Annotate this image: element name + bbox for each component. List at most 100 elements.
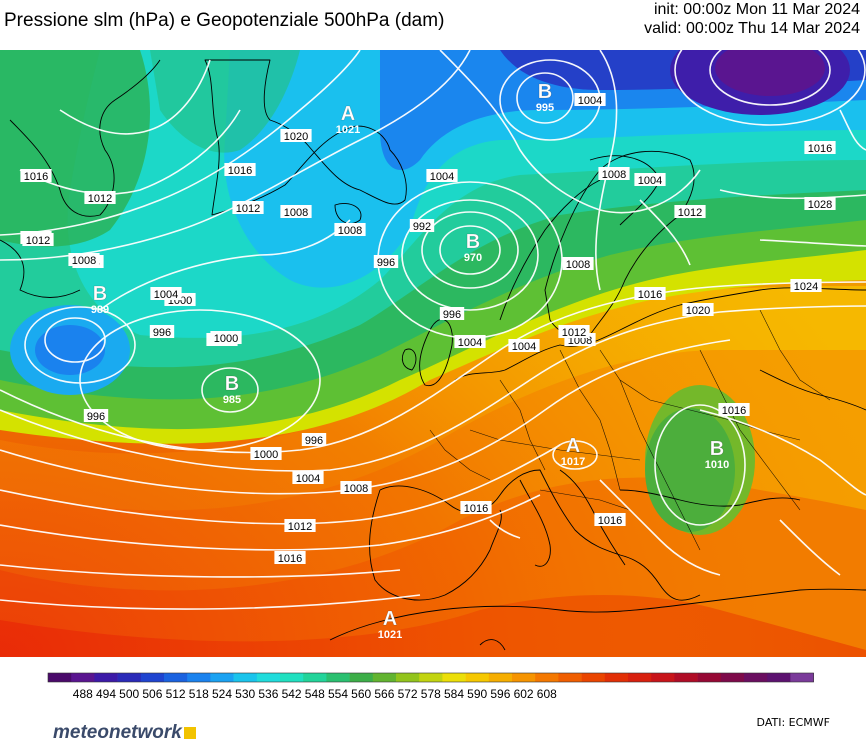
isobar-label: 1000	[250, 447, 282, 461]
weather-map: 1016 1016 1020 1012 1008 1004 1004 1000 1012 1012…	[0, 50, 866, 657]
colorbar-cell	[303, 673, 327, 682]
svg-text:1024: 1024	[794, 281, 818, 293]
svg-text:1000: 1000	[214, 333, 238, 345]
colorbar-tick-label: 518	[189, 687, 209, 701]
colorbar-tick-label: 530	[235, 687, 255, 701]
colorbar-cell	[790, 673, 814, 682]
colorbar-cell	[581, 673, 606, 682]
svg-text:1004: 1004	[512, 341, 536, 353]
colorbar-tick-label: 500	[119, 687, 139, 701]
coastlines	[0, 59, 866, 651]
colorbar: 488 494 500 506 512 518 524 530 536 542 548 554 560 5…	[47, 672, 814, 701]
isobar-label: 1008	[340, 481, 372, 495]
svg-text:1004: 1004	[638, 175, 662, 187]
isobar-label: 1004	[150, 287, 182, 301]
run-info: init: 00:00z Mon 11 Mar 2024 valid: 00:0…	[644, 0, 860, 38]
isobar-label: 996	[301, 433, 327, 447]
isobar-label: 1028	[804, 197, 836, 211]
colorbar-tick-label: 554	[328, 687, 348, 701]
svg-text:1016: 1016	[24, 171, 48, 183]
isobar-label: 1008	[280, 205, 312, 219]
colorbar-cell	[674, 673, 698, 682]
colorbar-cell	[720, 673, 745, 682]
colorbar-tick-label: 488	[73, 687, 93, 701]
isobar-label: 996	[149, 325, 175, 339]
colorbar-tick-label: 512	[166, 687, 186, 701]
colorbar-cell	[210, 673, 234, 682]
isobar-label: 1000	[210, 331, 242, 345]
isobar-label: 1016	[224, 163, 256, 177]
data-credit: DATI: ECMWF	[756, 716, 830, 729]
isobar-label: 1004	[574, 93, 606, 107]
isobar-label: 1008	[562, 257, 594, 271]
isobars	[0, 50, 866, 610]
brand-logo: meteonetwork	[53, 722, 196, 744]
valid-time: valid: 00:00z Thu 14 Mar 2024	[644, 20, 860, 37]
svg-text:1016: 1016	[638, 289, 662, 301]
svg-text:1008: 1008	[344, 483, 368, 495]
colorbar-cell	[604, 673, 629, 682]
colorbar-cell	[256, 673, 281, 682]
colorbar-cell	[187, 673, 211, 682]
colorbar-cell	[140, 673, 165, 682]
colorbar-tick-label: 596	[490, 687, 510, 701]
brand-square-icon	[183, 727, 196, 739]
isobar-label: 996	[439, 307, 465, 321]
isobar-label: 992	[409, 219, 435, 233]
svg-text:1008: 1008	[72, 255, 96, 267]
isobar-label: 1004	[454, 335, 486, 349]
isobar-label: 1004	[426, 169, 458, 183]
isobar-label: 1008	[68, 253, 100, 267]
colorbar-cell	[117, 673, 142, 682]
svg-text:1021: 1021	[336, 124, 360, 136]
svg-text:996: 996	[153, 327, 171, 339]
isobar-label: 1008	[598, 167, 630, 181]
svg-text:1016: 1016	[808, 143, 832, 155]
colorbar-cell	[628, 673, 652, 682]
colorbar-cell	[535, 673, 559, 682]
colorbar-cell	[651, 673, 675, 682]
colorbar-tick-label: 566	[374, 687, 394, 701]
colorbar-cells	[47, 672, 814, 683]
colorbar-cell	[372, 673, 397, 682]
isobar-label: 1016	[274, 551, 306, 565]
svg-text:1000: 1000	[254, 449, 278, 461]
svg-text:985: 985	[223, 394, 241, 406]
isobar-label: 1004	[508, 339, 540, 353]
isobar-label: 996	[83, 409, 109, 423]
isobar-label: 1020	[682, 303, 714, 317]
svg-text:A: A	[383, 608, 397, 630]
colorbar-cell	[396, 673, 420, 682]
svg-text:995: 995	[536, 102, 554, 114]
svg-text:1008: 1008	[566, 259, 590, 271]
svg-text:1008: 1008	[284, 207, 308, 219]
colorbar-cell	[164, 673, 188, 682]
svg-text:1004: 1004	[430, 171, 454, 183]
svg-text:1004: 1004	[154, 289, 178, 301]
colorbar-tick-label: 602	[514, 687, 534, 701]
isobar-label: 1008	[334, 223, 366, 237]
colorbar-cell	[442, 673, 466, 682]
colorbar-outline	[47, 672, 814, 683]
colorbar-tick-label: 572	[398, 687, 418, 701]
svg-text:1020: 1020	[686, 305, 710, 317]
colorbar-tick-label: 536	[258, 687, 278, 701]
colorbar-cell	[280, 673, 304, 682]
svg-text:996: 996	[87, 411, 105, 423]
svg-text:B: B	[710, 438, 724, 460]
isobar-label: 1016	[20, 169, 52, 183]
colorbar-cell	[744, 673, 768, 682]
svg-text:1012: 1012	[26, 235, 50, 247]
isobar-label: 996	[373, 255, 399, 269]
colorbar-cell	[488, 673, 513, 682]
colorbar-cell	[767, 673, 791, 682]
svg-text:B: B	[93, 283, 107, 305]
colorbar-tick-label: 548	[305, 687, 325, 701]
isobar-label: 1012	[674, 205, 706, 219]
colorbar-tick-labels: 488 494 500 506 512 518 524 530 536 542 548 554 560 5…	[73, 687, 557, 701]
svg-text:1010: 1010	[705, 459, 729, 471]
isobar-label: 1016	[718, 403, 750, 417]
